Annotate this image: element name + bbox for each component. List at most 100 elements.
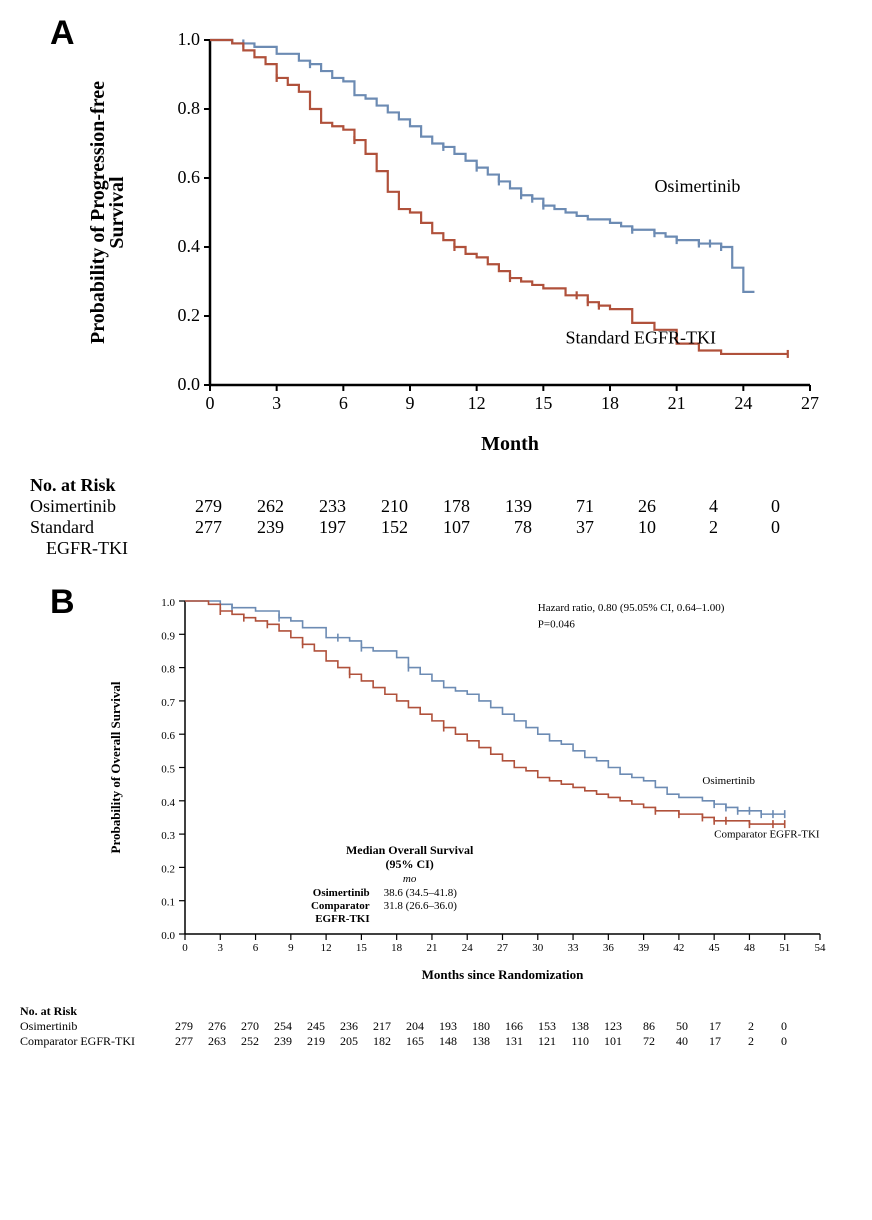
svg-text:39: 39: [638, 942, 650, 954]
svg-text:0.8: 0.8: [178, 98, 201, 118]
risk-row: Osimertinib279262233210178139712640: [30, 496, 852, 517]
svg-text:38.6 (34.5–41.8): 38.6 (34.5–41.8): [384, 887, 458, 899]
svg-text:18: 18: [391, 942, 403, 954]
risk-cell: 10: [594, 517, 656, 538]
chart-b-holder: 0.00.10.20.30.40.50.60.70.80.91.00369121…: [20, 589, 852, 994]
risk-cell: 121: [523, 1034, 556, 1049]
risk-cell: 277: [160, 517, 222, 538]
svg-text:45: 45: [709, 942, 721, 954]
svg-text:21: 21: [668, 393, 686, 413]
risk-cell: 123: [589, 1019, 622, 1034]
svg-text:24: 24: [462, 942, 474, 954]
svg-text:Osimertinib: Osimertinib: [313, 887, 370, 899]
risk-cell: 138: [457, 1034, 490, 1049]
risk-cell: 277: [160, 1034, 193, 1049]
risk-cell: 0: [718, 496, 780, 517]
risk-cell: 72: [622, 1034, 655, 1049]
risk-cell: 2: [721, 1034, 754, 1049]
risk-cell: 166: [490, 1019, 523, 1034]
risk-cell: 254: [259, 1019, 292, 1034]
risk-table-b: No. at RiskOsimertinib279276270254245236…: [20, 1004, 852, 1049]
risk-cell: 210: [346, 496, 408, 517]
svg-text:0.5: 0.5: [161, 764, 175, 776]
svg-text:Comparator EGFR-TKI: Comparator EGFR-TKI: [714, 828, 820, 840]
risk-table-a: No. at RiskOsimertinib279262233210178139…: [20, 475, 852, 559]
risk-header: No. at Risk: [30, 475, 852, 496]
svg-text:0.1: 0.1: [161, 897, 175, 909]
risk-cell: 182: [358, 1034, 391, 1049]
svg-text:15: 15: [534, 393, 552, 413]
risk-cell: 37: [532, 517, 594, 538]
svg-text:51: 51: [779, 942, 790, 954]
svg-text:15: 15: [356, 942, 368, 954]
risk-label: Comparator EGFR-TKI: [20, 1034, 160, 1049]
risk-cell: 245: [292, 1019, 325, 1034]
svg-text:Months since Randomization: Months since Randomization: [422, 967, 585, 982]
risk-cell: 2: [721, 1019, 754, 1034]
risk-cell: 263: [193, 1034, 226, 1049]
svg-text:24: 24: [734, 393, 752, 413]
panel-b: B 0.00.10.20.30.40.50.60.70.80.91.003691…: [20, 589, 852, 1049]
risk-cell: 139: [470, 496, 532, 517]
svg-text:12: 12: [468, 393, 486, 413]
chart-a-holder: 0.00.20.40.60.81.00369121518212427Probab…: [20, 20, 852, 465]
svg-text:3: 3: [272, 393, 281, 413]
risk-cell: 107: [408, 517, 470, 538]
risk-cell: 152: [346, 517, 408, 538]
svg-text:0: 0: [182, 942, 188, 954]
svg-text:6: 6: [339, 393, 348, 413]
svg-text:Probability of Overall Surviva: Probability of Overall Survival: [108, 681, 123, 853]
svg-text:0: 0: [206, 393, 215, 413]
svg-text:Hazard ratio, 0.80 (95.05% CI,: Hazard ratio, 0.80 (95.05% CI, 0.64–1.00…: [538, 602, 725, 614]
svg-text:6: 6: [253, 942, 259, 954]
risk-cell: 197: [284, 517, 346, 538]
svg-text:EGFR-TKI: EGFR-TKI: [315, 913, 369, 925]
risk-cell: 148: [424, 1034, 457, 1049]
risk-cell: 0: [754, 1034, 787, 1049]
svg-text:0.0: 0.0: [161, 930, 175, 942]
risk-cell: 219: [292, 1034, 325, 1049]
risk-cell: 180: [457, 1019, 490, 1034]
svg-text:Median Overall Survival: Median Overall Survival: [346, 843, 474, 857]
risk-cell: 131: [490, 1034, 523, 1049]
risk-cell: 17: [688, 1019, 721, 1034]
risk-cell: 26: [594, 496, 656, 517]
svg-text:48: 48: [744, 942, 756, 954]
risk-cell: 252: [226, 1034, 259, 1049]
svg-text:1.0: 1.0: [161, 597, 175, 609]
risk-cell: 276: [193, 1019, 226, 1034]
panel-a: A 0.00.20.40.60.81.00369121518212427Prob…: [20, 20, 852, 559]
svg-text:31.8 (26.6–36.0): 31.8 (26.6–36.0): [384, 900, 458, 912]
risk-cell: 270: [226, 1019, 259, 1034]
risk-cell: 279: [160, 1019, 193, 1034]
svg-text:21: 21: [426, 942, 437, 954]
svg-text:12: 12: [321, 942, 332, 954]
risk-label: Standard: [30, 517, 160, 538]
risk-cell: 17: [688, 1034, 721, 1049]
risk-cell: 0: [718, 517, 780, 538]
svg-text:0.9: 0.9: [161, 630, 175, 642]
svg-text:0.6: 0.6: [161, 730, 175, 742]
svg-text:(95% CI): (95% CI): [385, 857, 433, 871]
risk-cell: 205: [325, 1034, 358, 1049]
svg-text:Comparator: Comparator: [311, 900, 370, 912]
svg-text:0.0: 0.0: [178, 374, 201, 394]
risk-cell: 101: [589, 1034, 622, 1049]
svg-text:Osimertinib: Osimertinib: [702, 775, 755, 787]
svg-text:9: 9: [406, 393, 415, 413]
svg-text:36: 36: [603, 942, 615, 954]
risk-row: Comparator EGFR-TKI277263252239219205182…: [20, 1034, 852, 1049]
svg-text:9: 9: [288, 942, 294, 954]
svg-text:30: 30: [532, 942, 544, 954]
risk-cell: 239: [259, 1034, 292, 1049]
svg-text:0.4: 0.4: [161, 797, 175, 809]
svg-text:0.7: 0.7: [161, 697, 175, 709]
svg-text:Month: Month: [481, 433, 539, 455]
risk-row: Osimertinib27927627025424523621720419318…: [20, 1019, 852, 1034]
svg-text:0.6: 0.6: [178, 167, 201, 187]
risk-cell: 193: [424, 1019, 457, 1034]
risk-cell: 262: [222, 496, 284, 517]
risk-cell: 4: [656, 496, 718, 517]
svg-text:27: 27: [801, 393, 819, 413]
svg-text:0.8: 0.8: [161, 664, 175, 676]
